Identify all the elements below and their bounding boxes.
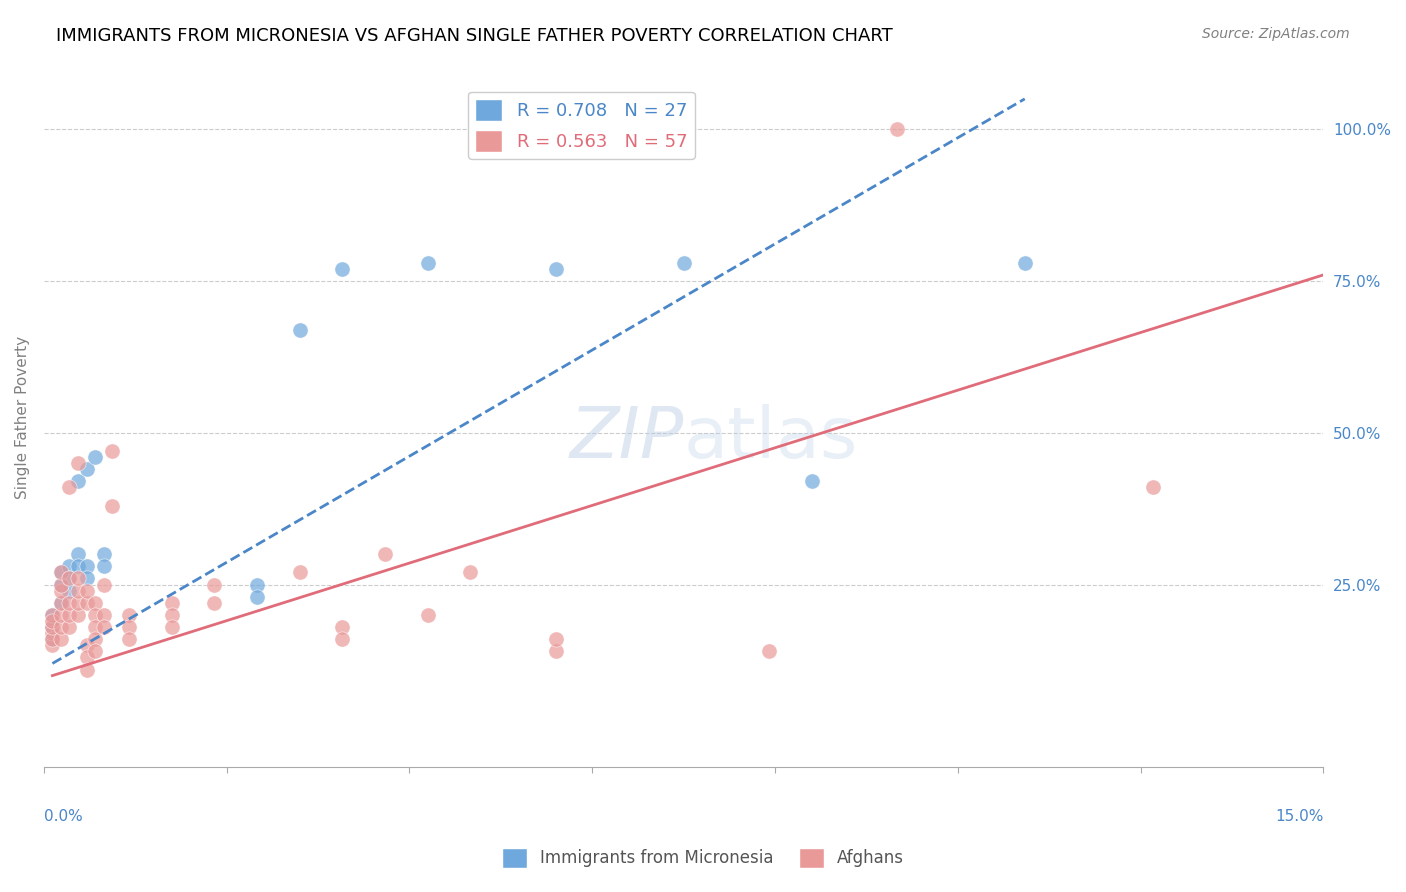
Point — [41, 632, 63, 647]
Point — [672, 256, 695, 270]
Point — [41, 632, 63, 647]
Point — [416, 607, 439, 622]
Legend: Immigrants from Micronesia, Afghans: Immigrants from Micronesia, Afghans — [495, 841, 911, 875]
Point — [332, 261, 354, 276]
Point — [1014, 256, 1036, 270]
Point — [49, 583, 72, 598]
Point — [118, 620, 141, 634]
Point — [118, 607, 141, 622]
Point — [41, 620, 63, 634]
Point — [101, 444, 124, 458]
Point — [246, 577, 269, 591]
Point — [58, 583, 80, 598]
Point — [49, 607, 72, 622]
Point — [66, 572, 89, 586]
Point — [58, 559, 80, 574]
Point — [49, 577, 72, 591]
Point — [41, 607, 63, 622]
Point — [93, 620, 115, 634]
Point — [66, 583, 89, 598]
Text: ZIP: ZIP — [569, 404, 683, 473]
Text: 15.0%: 15.0% — [1275, 809, 1323, 824]
Point — [93, 607, 115, 622]
Point — [204, 577, 226, 591]
Point — [49, 632, 72, 647]
Point — [160, 596, 183, 610]
Point — [84, 607, 107, 622]
Point — [84, 644, 107, 658]
Point — [544, 644, 567, 658]
Point — [204, 596, 226, 610]
Text: 0.0%: 0.0% — [44, 809, 83, 824]
Point — [76, 596, 98, 610]
Point — [41, 614, 63, 628]
Y-axis label: Single Father Poverty: Single Father Poverty — [15, 336, 30, 500]
Point — [76, 462, 98, 476]
Point — [93, 577, 115, 591]
Point — [374, 547, 396, 561]
Point — [49, 566, 72, 580]
Point — [332, 620, 354, 634]
Point — [58, 596, 80, 610]
Point — [76, 583, 98, 598]
Point — [41, 607, 63, 622]
Point — [101, 499, 124, 513]
Point — [66, 456, 89, 470]
Point — [886, 122, 908, 136]
Point — [544, 632, 567, 647]
Point — [66, 475, 89, 489]
Text: atlas: atlas — [683, 404, 858, 473]
Point — [41, 626, 63, 640]
Point — [66, 596, 89, 610]
Point — [460, 566, 482, 580]
Point — [49, 577, 72, 591]
Point — [76, 572, 98, 586]
Point — [84, 632, 107, 647]
Text: Source: ZipAtlas.com: Source: ZipAtlas.com — [1202, 27, 1350, 41]
Point — [49, 566, 72, 580]
Point — [49, 620, 72, 634]
Point — [84, 620, 107, 634]
Point — [58, 480, 80, 494]
Point — [49, 596, 72, 610]
Point — [118, 632, 141, 647]
Point — [800, 475, 823, 489]
Point — [58, 572, 80, 586]
Point — [84, 450, 107, 464]
Point — [84, 596, 107, 610]
Point — [93, 559, 115, 574]
Point — [76, 663, 98, 677]
Point — [1142, 480, 1164, 494]
Point — [66, 559, 89, 574]
Point — [58, 607, 80, 622]
Point — [758, 644, 780, 658]
Point — [332, 632, 354, 647]
Point — [76, 638, 98, 652]
Point — [246, 590, 269, 604]
Point — [288, 322, 311, 336]
Point — [160, 620, 183, 634]
Point — [76, 650, 98, 665]
Point — [41, 638, 63, 652]
Point — [66, 607, 89, 622]
Point — [544, 261, 567, 276]
Point — [58, 620, 80, 634]
Point — [416, 256, 439, 270]
Point — [288, 566, 311, 580]
Text: IMMIGRANTS FROM MICRONESIA VS AFGHAN SINGLE FATHER POVERTY CORRELATION CHART: IMMIGRANTS FROM MICRONESIA VS AFGHAN SIN… — [56, 27, 893, 45]
Point — [49, 596, 72, 610]
Point — [41, 620, 63, 634]
Point — [160, 607, 183, 622]
Legend: R = 0.708   N = 27, R = 0.563   N = 57: R = 0.708 N = 27, R = 0.563 N = 57 — [468, 92, 695, 159]
Point — [66, 547, 89, 561]
Point — [93, 547, 115, 561]
Point — [76, 559, 98, 574]
Point — [58, 572, 80, 586]
